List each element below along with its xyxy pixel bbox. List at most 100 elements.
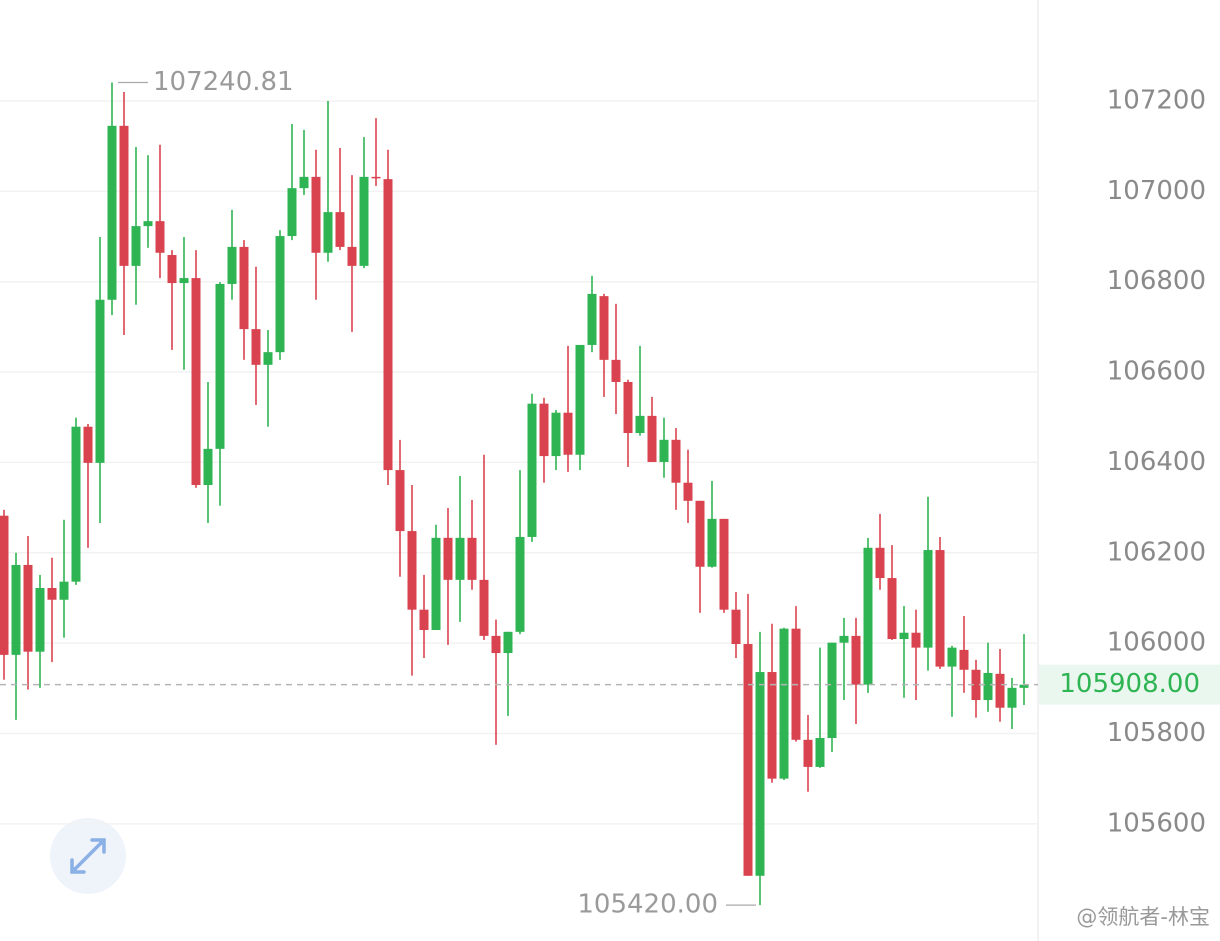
candle-body bbox=[1019, 684, 1029, 688]
candle-body bbox=[887, 578, 897, 640]
candle-body bbox=[239, 246, 249, 330]
candle-body bbox=[995, 673, 1005, 708]
candle-body bbox=[95, 299, 105, 463]
candle-body bbox=[215, 283, 225, 449]
candle-body bbox=[623, 381, 633, 434]
candle-body bbox=[575, 344, 585, 455]
candle-body bbox=[815, 737, 825, 767]
expand-button[interactable] bbox=[50, 818, 126, 894]
candle-body bbox=[155, 221, 165, 253]
candle-body bbox=[407, 531, 417, 610]
candle-body bbox=[47, 587, 57, 600]
candle-body bbox=[131, 226, 141, 266]
candle-body bbox=[11, 564, 21, 655]
candle-body bbox=[383, 179, 393, 471]
candle-body bbox=[335, 212, 345, 247]
candle-body bbox=[803, 739, 813, 767]
candle-body bbox=[191, 278, 201, 485]
candle-body bbox=[755, 672, 765, 876]
candle-body bbox=[167, 255, 177, 284]
candle-body bbox=[371, 176, 381, 179]
candle-body bbox=[707, 518, 717, 567]
candle-body bbox=[659, 439, 669, 462]
candle-body bbox=[539, 403, 549, 457]
candle-body bbox=[347, 246, 357, 266]
candle-body bbox=[611, 359, 621, 382]
candle-body bbox=[0, 515, 9, 655]
candle-body bbox=[551, 412, 561, 457]
y-tick-label: 105600 bbox=[1107, 808, 1206, 838]
candle-body bbox=[923, 550, 933, 648]
candle-body bbox=[911, 632, 921, 648]
last-price-label: 105908.00 bbox=[1059, 669, 1200, 699]
candle-body bbox=[359, 176, 369, 266]
candle-body bbox=[431, 537, 441, 631]
candle-body bbox=[599, 296, 609, 360]
y-tick-label: 106200 bbox=[1107, 537, 1206, 567]
candle-body bbox=[947, 647, 957, 667]
candle-body bbox=[719, 518, 729, 610]
y-tick-label: 106600 bbox=[1107, 357, 1206, 387]
y-tick-label: 106000 bbox=[1107, 628, 1206, 658]
candle-body bbox=[515, 536, 525, 632]
candle-body bbox=[323, 212, 333, 253]
candle-body bbox=[179, 278, 189, 284]
candle-body bbox=[1007, 687, 1017, 708]
candle-body bbox=[899, 632, 909, 640]
candle-body bbox=[527, 403, 537, 537]
candle-body bbox=[983, 672, 993, 701]
candle-body bbox=[827, 642, 837, 738]
candle-body bbox=[119, 125, 129, 266]
candle-body bbox=[107, 125, 117, 300]
expand-icon[interactable] bbox=[70, 838, 106, 874]
candle-body bbox=[143, 221, 153, 227]
candle-body bbox=[59, 581, 69, 600]
candle-body bbox=[299, 176, 309, 189]
candle-body bbox=[35, 587, 45, 652]
y-tick-label: 106800 bbox=[1107, 266, 1206, 296]
watermark: @领航者-林宝 bbox=[1076, 905, 1210, 929]
candle-body bbox=[635, 415, 645, 434]
candle-body bbox=[467, 537, 477, 580]
candle-body bbox=[479, 579, 489, 636]
candle-body bbox=[71, 426, 81, 582]
candle-body bbox=[563, 412, 573, 455]
candle-body bbox=[851, 635, 861, 685]
candle-body bbox=[695, 500, 705, 567]
candle-body bbox=[83, 426, 93, 463]
last-price-box bbox=[1039, 664, 1220, 705]
candle-body bbox=[275, 236, 285, 353]
candle-body bbox=[395, 470, 405, 532]
candle-body bbox=[503, 631, 513, 654]
candle-body bbox=[683, 482, 693, 501]
candle-body bbox=[203, 448, 213, 485]
candle-body bbox=[23, 564, 33, 652]
candle-body bbox=[227, 246, 237, 284]
y-tick-label: 106400 bbox=[1107, 447, 1206, 477]
candle-body bbox=[671, 439, 681, 483]
candle-body bbox=[743, 644, 753, 876]
candle-body bbox=[311, 176, 321, 253]
candle-body bbox=[971, 669, 981, 701]
candle-body bbox=[491, 635, 501, 654]
candle-body bbox=[875, 547, 885, 579]
candle-body bbox=[839, 635, 849, 643]
high-label: 107240.81 bbox=[153, 67, 294, 97]
candle-body bbox=[419, 609, 429, 631]
candle-body bbox=[767, 672, 777, 779]
candle-body bbox=[779, 628, 789, 779]
candle-body bbox=[731, 609, 741, 645]
candle-body bbox=[587, 293, 597, 345]
low-label: 105420.00 bbox=[577, 890, 718, 920]
candle-body bbox=[959, 649, 969, 670]
candle-body bbox=[263, 352, 273, 365]
candle-body bbox=[455, 537, 465, 580]
y-tick-label: 107000 bbox=[1107, 176, 1206, 206]
candle-body bbox=[863, 547, 873, 685]
candle-body bbox=[287, 188, 297, 237]
candle-body bbox=[647, 415, 657, 462]
y-tick-label: 107200 bbox=[1107, 85, 1206, 115]
candle-body bbox=[251, 329, 261, 365]
